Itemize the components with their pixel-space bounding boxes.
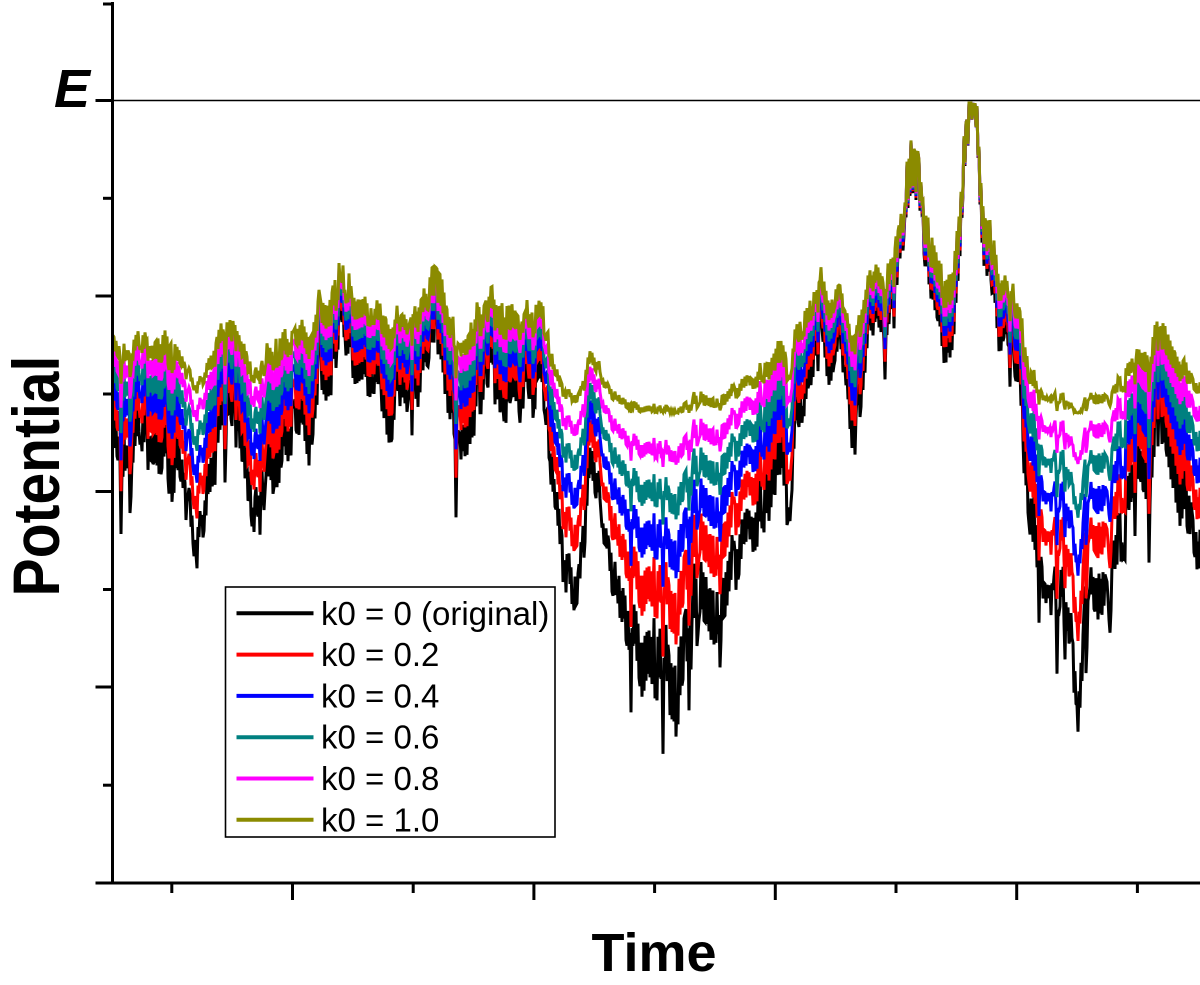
svg-text:k0 = 0.4: k0 = 0.4 [321, 677, 439, 714]
svg-text:Time: Time [591, 923, 716, 983]
svg-text:k0 = 0.2: k0 = 0.2 [321, 636, 439, 673]
svg-text:k0 = 0.8: k0 = 0.8 [321, 760, 439, 797]
svg-text:k0 = 1.0: k0 = 1.0 [321, 801, 439, 838]
svg-text:k0 = 0 (original): k0 = 0 (original) [321, 595, 549, 632]
svg-text:Potential: Potential [0, 356, 74, 597]
svg-text:E: E [54, 59, 92, 119]
svg-text:k0 = 0.6: k0 = 0.6 [321, 719, 439, 756]
